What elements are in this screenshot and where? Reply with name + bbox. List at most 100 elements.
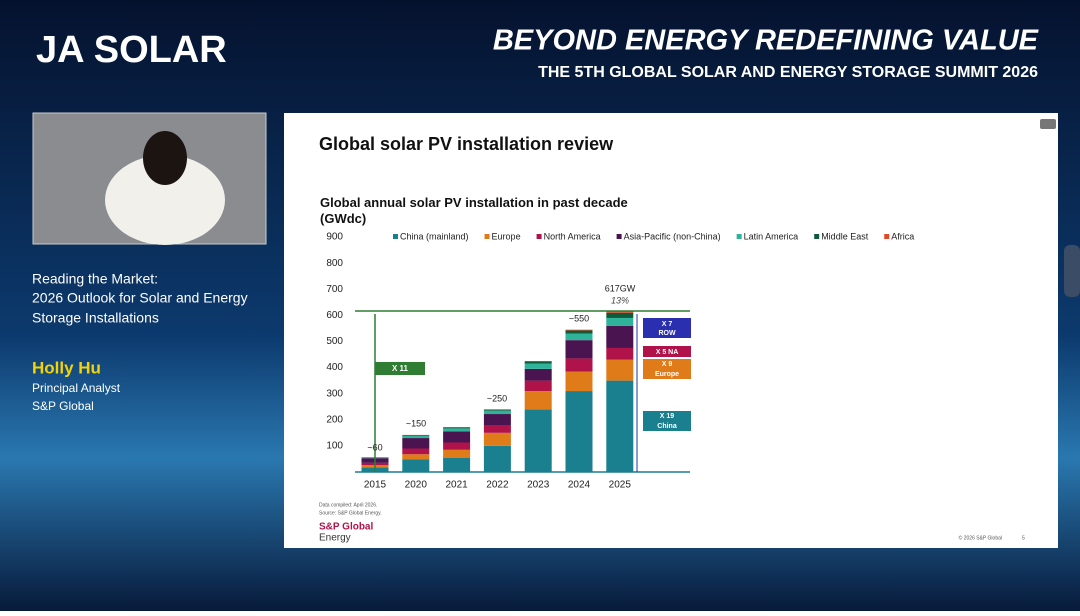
bar-segment: [566, 371, 593, 391]
bar-segment: [402, 449, 429, 455]
total-label: ~250: [487, 393, 507, 403]
bar-segment: [443, 458, 470, 472]
bar-segment: [402, 435, 429, 436]
bar-segment: [484, 425, 511, 433]
bar-segment: [443, 428, 470, 431]
bar-segment: [402, 459, 429, 472]
bar-segment: [525, 361, 552, 362]
y-tick-label: 600: [326, 310, 343, 321]
bar-segment: [566, 330, 593, 333]
y-tick-label: 400: [326, 362, 343, 373]
tagline: BEYOND ENERGY REDEFINING VALUE: [493, 25, 1040, 57]
total-label: 617GW: [605, 283, 636, 293]
bar-segment: [606, 326, 633, 348]
legend-swatch: [393, 234, 398, 239]
total-label: ~150: [406, 418, 426, 428]
legend-swatch: [485, 234, 490, 239]
growth-rate: 13%: [611, 295, 629, 305]
bar-segment: [525, 369, 552, 381]
bar-segment: [606, 348, 633, 360]
chart-title: Global annual solar PV installation in p…: [320, 195, 635, 227]
x-tick-label: 2023: [527, 480, 550, 491]
speaker-role: Principal Analyst: [32, 381, 121, 395]
bar-segment: [402, 438, 429, 448]
y-tick-label: 200: [326, 414, 343, 425]
slide-note: Data compiled: April 2026.: [319, 502, 377, 508]
growth-label: X 7: [662, 321, 673, 328]
bar-segment: [525, 391, 552, 409]
brand: Energy: [319, 533, 351, 544]
growth-label: China: [657, 423, 677, 430]
legend-swatch: [814, 234, 819, 239]
x-tick-label: 2015: [364, 480, 387, 491]
bar-segment: [402, 436, 429, 438]
x-tick-label: 2025: [609, 480, 632, 491]
bar-segment: [443, 450, 470, 458]
bar-segment: [525, 381, 552, 391]
total-label: ~550: [569, 313, 589, 323]
growth-label: Europe: [655, 371, 679, 378]
legend-label: China (mainland): [400, 231, 469, 241]
copyright: © 2026 S&P Global: [959, 534, 1002, 541]
page-number: 5: [1022, 535, 1025, 541]
legend-label: Europe: [492, 231, 521, 241]
bar-segment: [443, 427, 470, 428]
slide-note: Source: S&P Global Energy.: [319, 510, 382, 516]
expand-button[interactable]: [1040, 119, 1056, 129]
bar-segment: [443, 432, 470, 443]
event-name: THE 5TH GLOBAL SOLAR AND ENERGY STORAGE …: [538, 64, 1038, 81]
legend-swatch: [884, 234, 889, 239]
legend-swatch: [617, 234, 622, 239]
bar-segment: [606, 313, 633, 318]
bar-segment: [566, 391, 593, 472]
bar-segment: [484, 433, 511, 446]
legend-label: Latin America: [744, 231, 799, 241]
bar-segment: [566, 330, 593, 331]
growth-label: X 9: [662, 361, 673, 368]
bar-segment: [566, 340, 593, 358]
legend-swatch: [537, 234, 542, 239]
bar-segment: [566, 358, 593, 371]
bar-segment: [606, 381, 633, 472]
video-person-head: [143, 131, 187, 185]
y-tick-label: 300: [326, 388, 343, 399]
bar-segment: [525, 364, 552, 369]
speaker-company: S&P Global: [32, 399, 94, 413]
legend-label: Asia-Pacific (non-China): [624, 231, 721, 241]
next-arrow[interactable]: [1064, 245, 1080, 297]
growth-label: X 5 NA: [656, 349, 679, 356]
legend-label: Middle East: [821, 231, 869, 241]
x-tick-label: 2021: [445, 480, 468, 491]
y-tick-label: 800: [326, 258, 343, 269]
brand: S&P Global: [319, 522, 373, 533]
session-title: Reading the Market:: [32, 271, 158, 287]
y-tick-label: 500: [326, 336, 343, 347]
session-title: Storage Installations: [32, 310, 159, 326]
x-tick-label: 2020: [405, 480, 428, 491]
y-tick-label: 700: [326, 284, 343, 295]
legend-label: Africa: [891, 231, 914, 241]
bar-segment: [402, 454, 429, 459]
bar-segment: [484, 446, 511, 472]
legend-swatch: [737, 234, 742, 239]
bar-segment: [606, 318, 633, 326]
growth-label: ROW: [658, 330, 676, 337]
total-label: ~60: [367, 442, 382, 452]
bar-segment: [484, 411, 511, 414]
bar-segment: [525, 409, 552, 472]
bar-segment: [525, 362, 552, 364]
speaker-name: Holly Hu: [32, 358, 101, 377]
slide-title: Global solar PV installation review: [319, 134, 614, 154]
legend-label: North America: [544, 231, 601, 241]
bar-segment: [443, 442, 470, 449]
x-tick-label: 2024: [568, 480, 591, 491]
y-tick-label: 100: [326, 441, 343, 452]
session-title: 2026 Outlook for Solar and Energy: [32, 290, 248, 306]
bar-segment: [606, 360, 633, 381]
y-tick-label: 900: [326, 232, 343, 243]
bar-segment: [566, 334, 593, 341]
x-tick-label: 2022: [486, 480, 509, 491]
logo: JA SOLAR: [36, 29, 227, 71]
